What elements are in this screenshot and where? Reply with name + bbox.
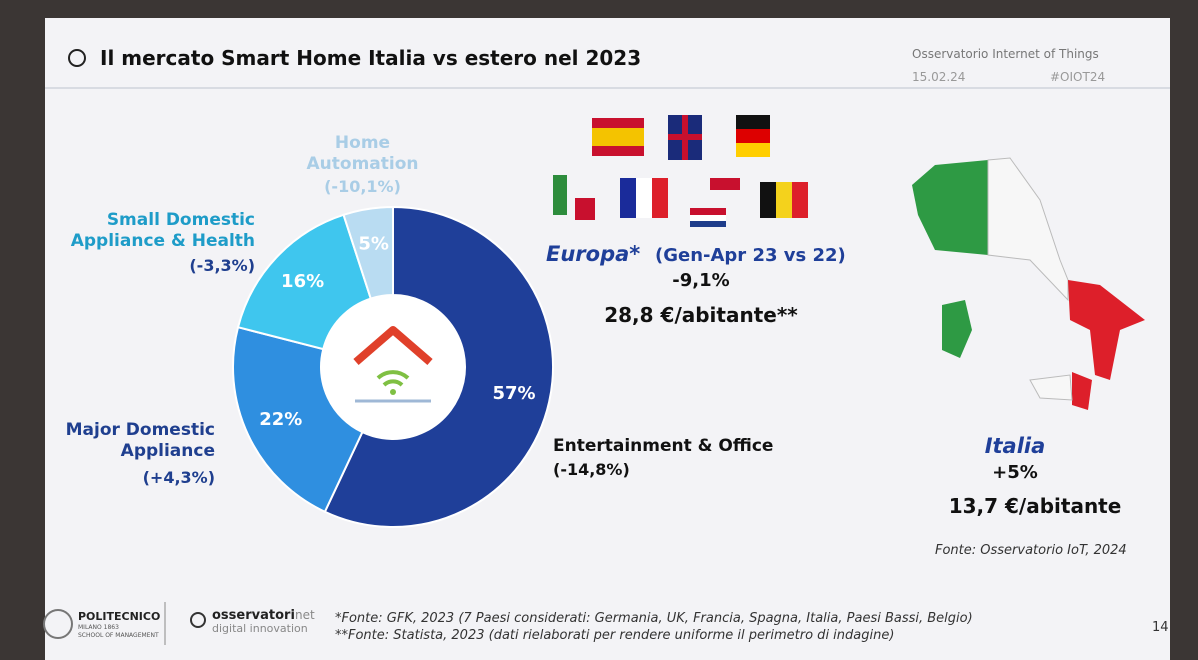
europe-per-capita: 28,8 €/abitante** xyxy=(604,303,798,327)
date: 15.02.24 xyxy=(912,70,966,84)
italy-label: Italia xyxy=(984,434,1046,458)
change-label: (-14,8%) xyxy=(553,460,630,479)
logo2-name: osservatori xyxy=(212,608,295,623)
logo2-tagline: digital innovation xyxy=(212,622,308,635)
source-note: Fonte: Osservatorio IoT, 2024 xyxy=(935,543,1127,558)
category-label: Entertainment & Office xyxy=(553,436,774,456)
italy-per-capita: 13,7 €/abitante xyxy=(948,494,1122,518)
change-label: (-3,3%) xyxy=(189,256,255,275)
logo2-icon xyxy=(190,612,206,628)
title: Il mercato Smart Home Italia vs estero n… xyxy=(100,46,642,70)
header-icon xyxy=(68,49,86,67)
flags xyxy=(553,115,808,227)
logo1-seal xyxy=(43,609,73,639)
value-label: 16% xyxy=(281,271,324,292)
donut: 57% 22% 16% 5% xyxy=(232,205,554,528)
footnote: *Fonte: GFK, 2023 (7 Paesi considerati: … xyxy=(335,611,973,626)
hashtag: #OIOT24 xyxy=(1050,70,1106,84)
donut-hole xyxy=(321,295,465,439)
category-label: Major Domestic Appliance xyxy=(65,420,215,461)
logo1-school: SCHOOL OF MANAGEMENT xyxy=(78,632,159,639)
change-label: (-10,1%) xyxy=(324,177,401,196)
logo2-suffix: net xyxy=(295,608,315,622)
value-label: 57% xyxy=(492,383,535,404)
page-number: 14 xyxy=(1152,620,1169,635)
value-label: 22% xyxy=(259,409,302,430)
logo1-city: MILANO 1863 xyxy=(78,624,119,631)
donut-segment xyxy=(232,325,364,514)
source-org: Osservatorio Internet of Things xyxy=(912,47,1099,61)
change-label: (+4,3%) xyxy=(142,468,215,487)
home-icon xyxy=(353,326,433,403)
category-label: Home Automation xyxy=(306,133,419,174)
footnote: **Fonte: Statista, 2023 (dati rielaborat… xyxy=(335,628,895,643)
value-label: 5% xyxy=(358,234,389,255)
europe-label: Europa* xyxy=(546,242,641,266)
italy-change: +5% xyxy=(992,462,1038,483)
logo1-name: POLITECNICO xyxy=(78,610,161,623)
europe-period: (Gen-Apr 23 vs 22) xyxy=(655,245,846,266)
italy-map xyxy=(912,157,1145,410)
category-label: Small Domestic Appliance & Health xyxy=(70,210,255,251)
europe-change: -9,1% xyxy=(672,270,730,291)
